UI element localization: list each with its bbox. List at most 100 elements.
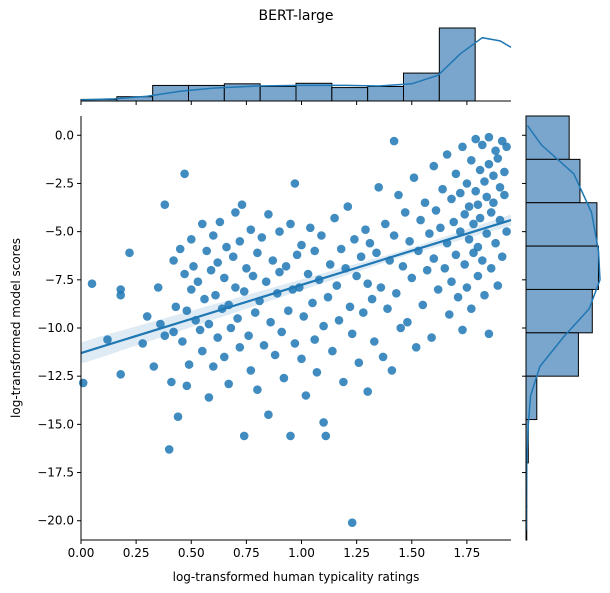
marginal-x-bar: [438, 27, 476, 102]
scatter-point: [407, 273, 417, 283]
scatter-point: [352, 271, 361, 281]
scatter-point: [464, 235, 474, 244]
scatter-point: [489, 171, 498, 180]
scatter-point: [347, 518, 357, 527]
scatter-point: [363, 387, 373, 396]
scatter-point: [171, 302, 181, 312]
scatter-point: [497, 252, 507, 261]
scatter-point: [462, 283, 472, 292]
marginal-x-bar: [259, 86, 297, 102]
scatter-point: [264, 210, 273, 219]
scatter-point: [178, 337, 187, 346]
x-tick-label: 0.50: [178, 546, 205, 560]
y-tick-label: −10.0: [37, 321, 74, 335]
scatter-point: [173, 412, 183, 422]
scatter-point: [389, 231, 399, 240]
scatter-point: [220, 352, 229, 362]
scatter-point: [447, 277, 456, 287]
scatter-point: [268, 256, 278, 265]
scatter-point: [301, 391, 311, 400]
regression-line: [80, 219, 512, 355]
scatter-point: [440, 264, 450, 273]
scatter-point: [330, 213, 339, 223]
scatter-point: [125, 248, 134, 258]
scatter-point: [275, 267, 284, 277]
scatter-point: [422, 265, 432, 275]
scatter-point: [297, 240, 306, 250]
scatter-point: [116, 370, 125, 379]
x-tick-label: 1.75: [454, 546, 481, 560]
scatter-point: [213, 333, 222, 342]
scatter-point: [239, 287, 249, 296]
scatter-point: [471, 134, 481, 144]
scatter-point: [370, 337, 379, 346]
y-tick-label: −2.5: [45, 176, 74, 190]
scatter-point: [376, 283, 386, 292]
scatter-point: [290, 179, 300, 188]
scatter-point: [325, 260, 335, 269]
y-tick-label: −12.5: [37, 369, 74, 383]
scatter-point: [400, 208, 410, 217]
scatter-point: [356, 252, 366, 261]
scatter-point: [396, 323, 406, 333]
scatter-point: [103, 335, 112, 344]
scatter-point: [231, 283, 240, 292]
axes: 0.00 0.25 0.50 0.75 1.00 1.25 1.50 1.75 0.0 −2.5 −…: [9, 116, 511, 584]
marginal-y-histogram: [522, 115, 601, 541]
scatter-point: [475, 213, 485, 223]
scatter-point: [156, 319, 165, 329]
scatter-point: [484, 132, 494, 142]
marginal-y-bar: [525, 245, 599, 290]
x-tick-label: 1.25: [343, 546, 370, 560]
scatter-point: [279, 373, 289, 383]
scatter-point: [343, 202, 353, 211]
scatter-point: [239, 431, 249, 441]
scatter-point: [411, 343, 421, 352]
scatter-point: [436, 223, 445, 233]
scatter-point: [467, 304, 476, 314]
scatter-point: [486, 208, 496, 217]
scatter-point: [449, 217, 459, 227]
x-tick-label: 1.50: [398, 546, 425, 560]
y-tick-label: −15.0: [37, 417, 74, 431]
scatter-point: [453, 292, 463, 302]
scatter-point: [317, 231, 326, 240]
marginal-x-histogram: [80, 27, 512, 105]
scatter-point: [182, 381, 192, 391]
scatter-point: [253, 248, 262, 258]
scatter-point: [246, 366, 256, 375]
scatter-point: [473, 200, 483, 209]
scatter-point: [250, 308, 260, 317]
scatter-point: [292, 250, 302, 260]
scatter-point: [374, 183, 384, 192]
scatter-point: [284, 306, 293, 316]
scatter-point: [418, 300, 428, 310]
scatter-point: [456, 188, 465, 198]
scatter-point: [233, 314, 242, 323]
scatter-point: [242, 264, 251, 273]
scatter-point: [427, 333, 436, 342]
scatter-point: [175, 244, 185, 254]
scatter-point: [403, 317, 412, 327]
scatter-point: [460, 210, 470, 219]
scatter-point: [500, 190, 509, 200]
scatter-point: [310, 335, 320, 344]
scatter-point: [308, 298, 317, 308]
scatter-point: [489, 198, 498, 207]
x-tick-label: 0.25: [123, 546, 150, 560]
scatter-point: [209, 231, 218, 240]
scatter-point: [473, 271, 483, 281]
scatter-point: [447, 194, 456, 204]
scatter-point: [500, 167, 509, 177]
scatter-point: [478, 256, 487, 265]
scatter-point: [226, 323, 236, 333]
scatter-point: [270, 350, 280, 360]
scatter-point: [319, 418, 328, 427]
scatter-point: [312, 368, 322, 377]
marginal-y-bar: [525, 288, 593, 334]
scatter-point: [180, 169, 189, 179]
y-tick-label: −17.5: [37, 466, 74, 480]
scatter-point: [160, 200, 170, 209]
x-tick-label: 0.00: [68, 546, 95, 560]
scatter-point: [469, 219, 478, 229]
